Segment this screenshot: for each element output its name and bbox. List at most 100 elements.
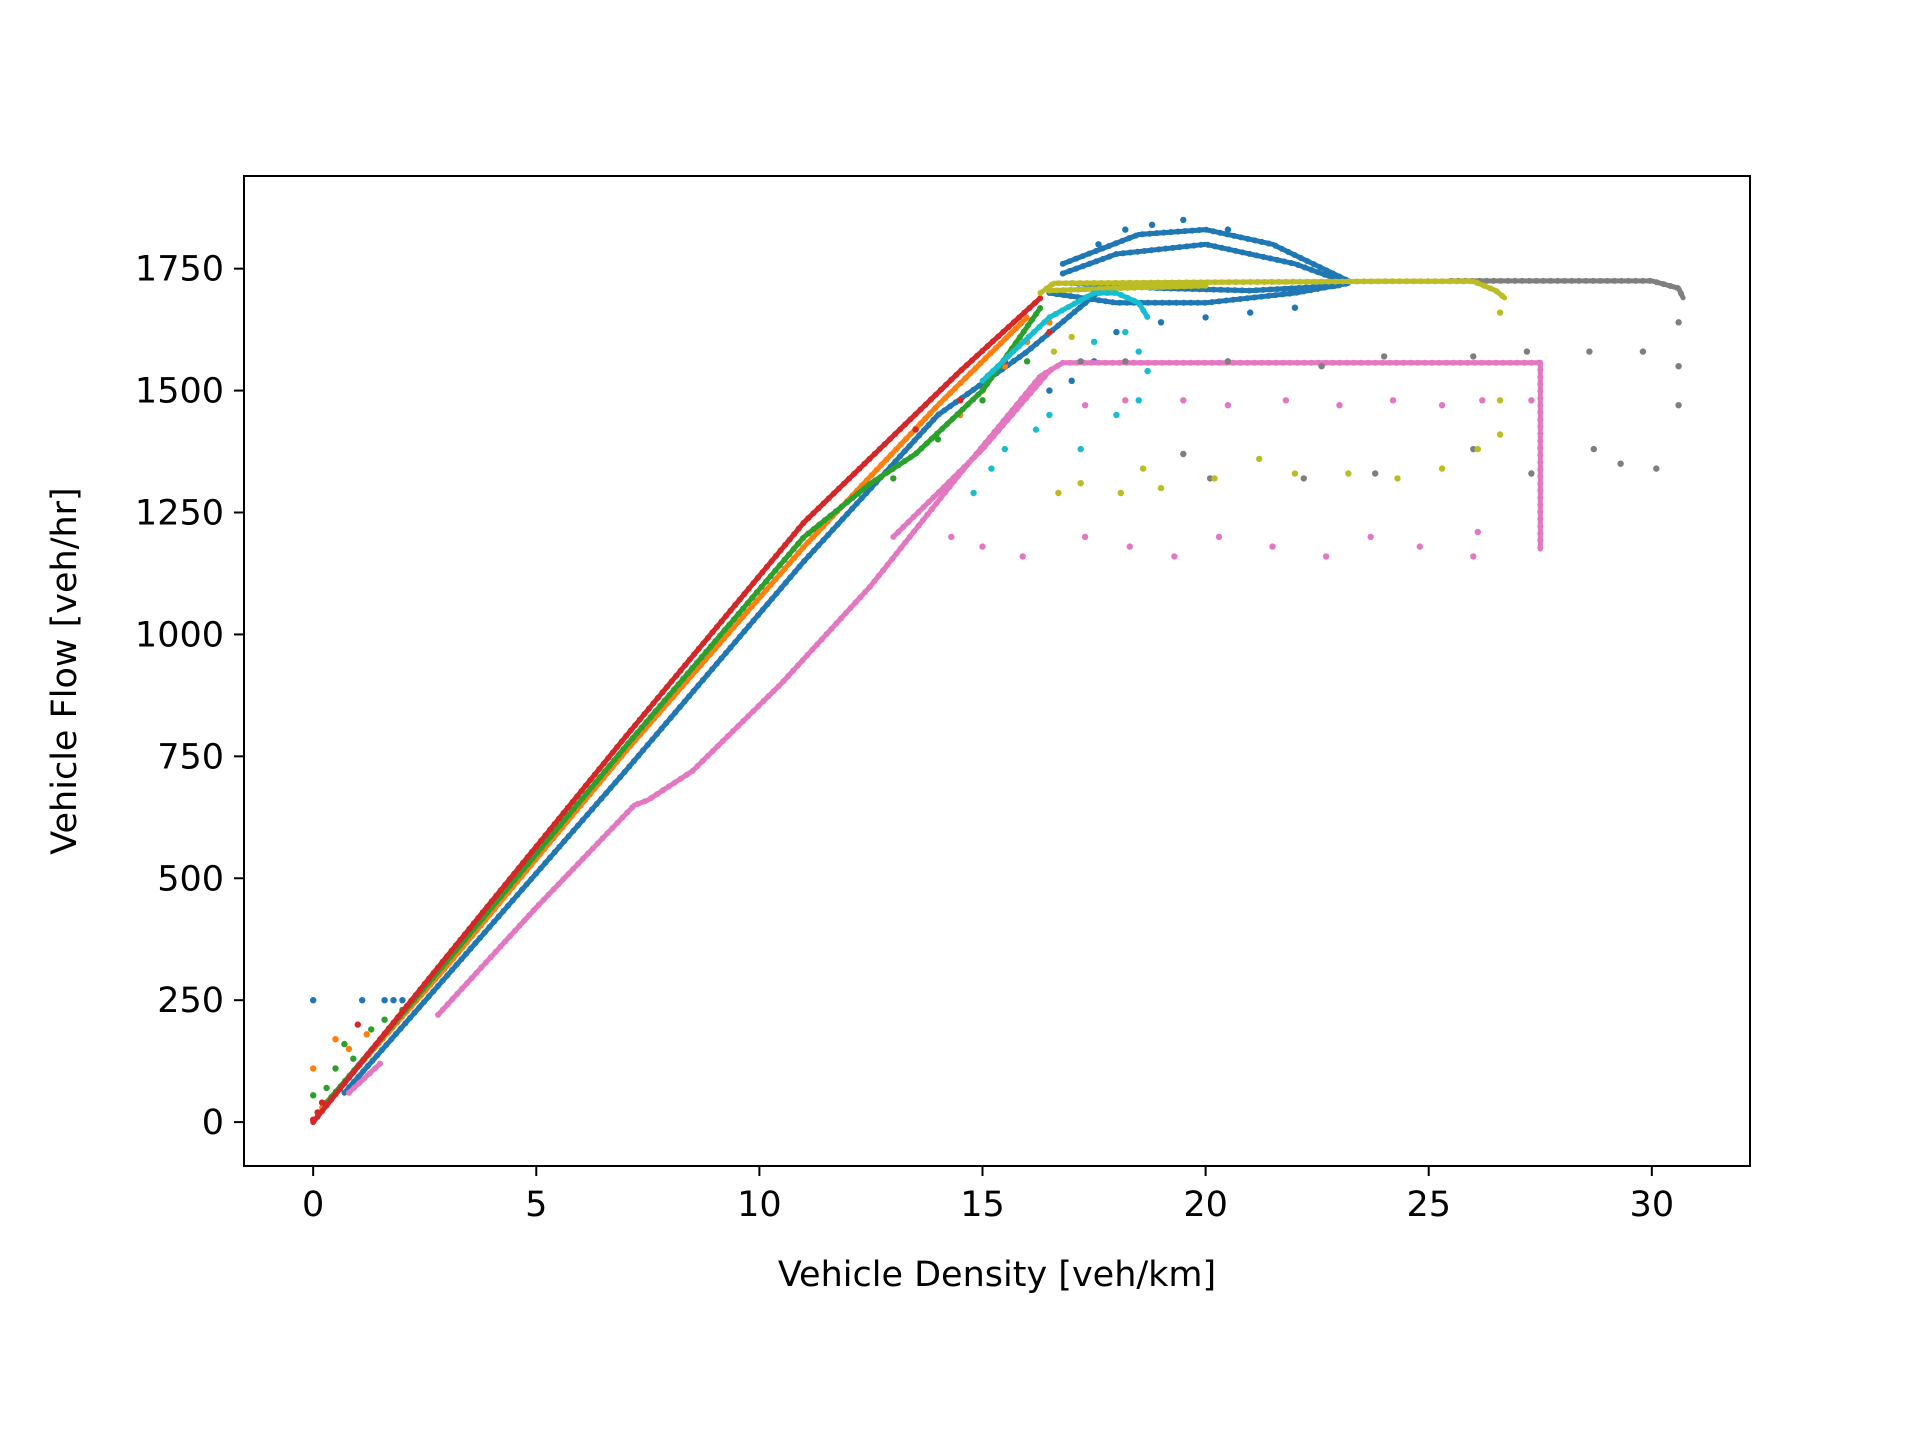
series-6-point-2 (1117, 489, 1125, 497)
series-3-point-0 (310, 1116, 317, 1123)
series-5-point-8 (1639, 348, 1647, 355)
series-7-point-10 (1122, 328, 1129, 336)
series-6-point-6 (1256, 455, 1263, 463)
series-0-point-5 (1046, 387, 1053, 394)
series-2-point-1 (323, 1084, 330, 1092)
y-tick-label-7: 1750 (135, 250, 224, 290)
series-3-point-4 (912, 426, 919, 433)
series-7-point-1 (988, 465, 995, 472)
series-0-point-0 (310, 997, 317, 1004)
series-0 (310, 216, 1352, 1096)
series-6-point-11 (1474, 445, 1482, 453)
series-6-point-3 (1139, 465, 1147, 472)
series-7-point-8 (1144, 367, 1151, 375)
y-tick-label-6: 1500 (135, 372, 224, 412)
x-tick-label-6: 30 (1630, 1185, 1675, 1225)
series-2 (310, 304, 1044, 1106)
series-5-point-12 (1372, 470, 1379, 477)
series-0-point-15 (1122, 226, 1129, 233)
series-2-point-3 (341, 1040, 348, 1048)
series-2-point-6 (381, 1016, 388, 1023)
series-1-point-0 (310, 1065, 317, 1072)
series-6-point-5 (1211, 475, 1218, 482)
y-tick-label-4: 1000 (135, 615, 224, 655)
series-4-point-15 (1180, 397, 1187, 404)
series-0-point-3 (390, 997, 397, 1004)
series-0-point-13 (1180, 216, 1187, 224)
series-4-point-8 (1322, 553, 1330, 560)
x-tick-label-0: 0 (302, 1185, 324, 1225)
series-0-line-3 (1060, 227, 1351, 284)
series-0-point-10 (1202, 314, 1209, 321)
series-6-line-1 (1046, 283, 1209, 294)
series-3-point-3 (354, 1021, 361, 1028)
series-4-point-7 (1269, 543, 1276, 550)
series-6-point-9 (1394, 475, 1401, 482)
series-6 (1037, 278, 1508, 497)
series-5-point-17 (1653, 465, 1660, 472)
x-tick-label-2: 10 (737, 1185, 782, 1225)
series-6-point-8 (1345, 470, 1352, 477)
series-4-point-22 (1528, 397, 1535, 404)
series-5-line-0 (1448, 278, 1686, 301)
series-5-point-16 (1617, 460, 1624, 467)
series-7-point-4 (1046, 411, 1053, 419)
series-5-point-3 (1318, 363, 1325, 370)
series-6-point-4 (1157, 484, 1165, 492)
series-4-point-9 (1367, 533, 1374, 541)
x-axis: 0 5 10 15 20 25 30 (302, 1166, 1674, 1225)
series-5-point-15 (1590, 445, 1598, 453)
series-7-point-11 (1135, 348, 1142, 355)
series-5-point-19 (1675, 363, 1682, 370)
series-0-point-1 (359, 997, 366, 1004)
series-4-point-20 (1438, 402, 1446, 409)
series-0-point-17 (1095, 241, 1102, 248)
y-tick-label-5: 1250 (135, 494, 224, 534)
plot-area (310, 216, 1687, 1126)
series-5-point-2 (1224, 358, 1232, 365)
series-0-point-9 (1157, 319, 1165, 326)
series-6-point-10 (1438, 465, 1446, 472)
series-7-point-3 (1032, 426, 1040, 433)
series-6-point-15 (1050, 348, 1058, 355)
data-marks (310, 216, 1687, 1126)
series-1-point-2 (345, 1045, 353, 1053)
x-tick-label-4: 20 (1183, 1185, 1228, 1225)
y-axis: 0 250 500 750 1000 1250 1500 1750 (135, 250, 244, 1143)
x-tick-label-3: 15 (960, 1185, 1005, 1225)
series-7-point-5 (1077, 445, 1084, 453)
series-6-point-0 (1055, 489, 1062, 497)
series-5-point-7 (1586, 348, 1593, 355)
series-0-line-1 (1060, 241, 1351, 286)
series-0-point-12 (1291, 304, 1299, 311)
series-5 (1077, 277, 1687, 482)
series-5-point-10 (1206, 475, 1214, 482)
series-5-point-1 (1122, 358, 1129, 365)
series-4-point-16 (1224, 402, 1232, 409)
x-tick-label-1: 5 (525, 1185, 547, 1225)
series-5-point-14 (1528, 470, 1535, 477)
series-7-point-2 (1001, 445, 1008, 453)
series-4-point-4 (1126, 543, 1134, 550)
series-7-point-9 (1090, 338, 1098, 345)
series-3-point-5 (957, 397, 964, 404)
series-4-point-5 (1171, 553, 1178, 560)
series-6-point-1 (1077, 480, 1084, 487)
series-4-point-13 (1081, 402, 1089, 409)
series-2-point-11 (1023, 358, 1031, 365)
series-4-point-10 (1416, 543, 1424, 550)
series-0-point-2 (381, 997, 388, 1004)
series-3-point-2 (318, 1099, 326, 1106)
y-tick-label-2: 500 (157, 859, 224, 899)
series-4-point-12 (1474, 528, 1482, 536)
series-4-point-19 (1389, 397, 1397, 404)
series-6-point-12 (1496, 431, 1504, 438)
series-5-point-9 (1180, 450, 1187, 458)
series-2-line-0 (324, 305, 1043, 1106)
series-6-point-16 (1068, 333, 1075, 341)
series-4-line-4 (890, 368, 1052, 540)
y-tick-label-3: 750 (157, 737, 224, 777)
series-4-point-6 (1215, 533, 1223, 541)
